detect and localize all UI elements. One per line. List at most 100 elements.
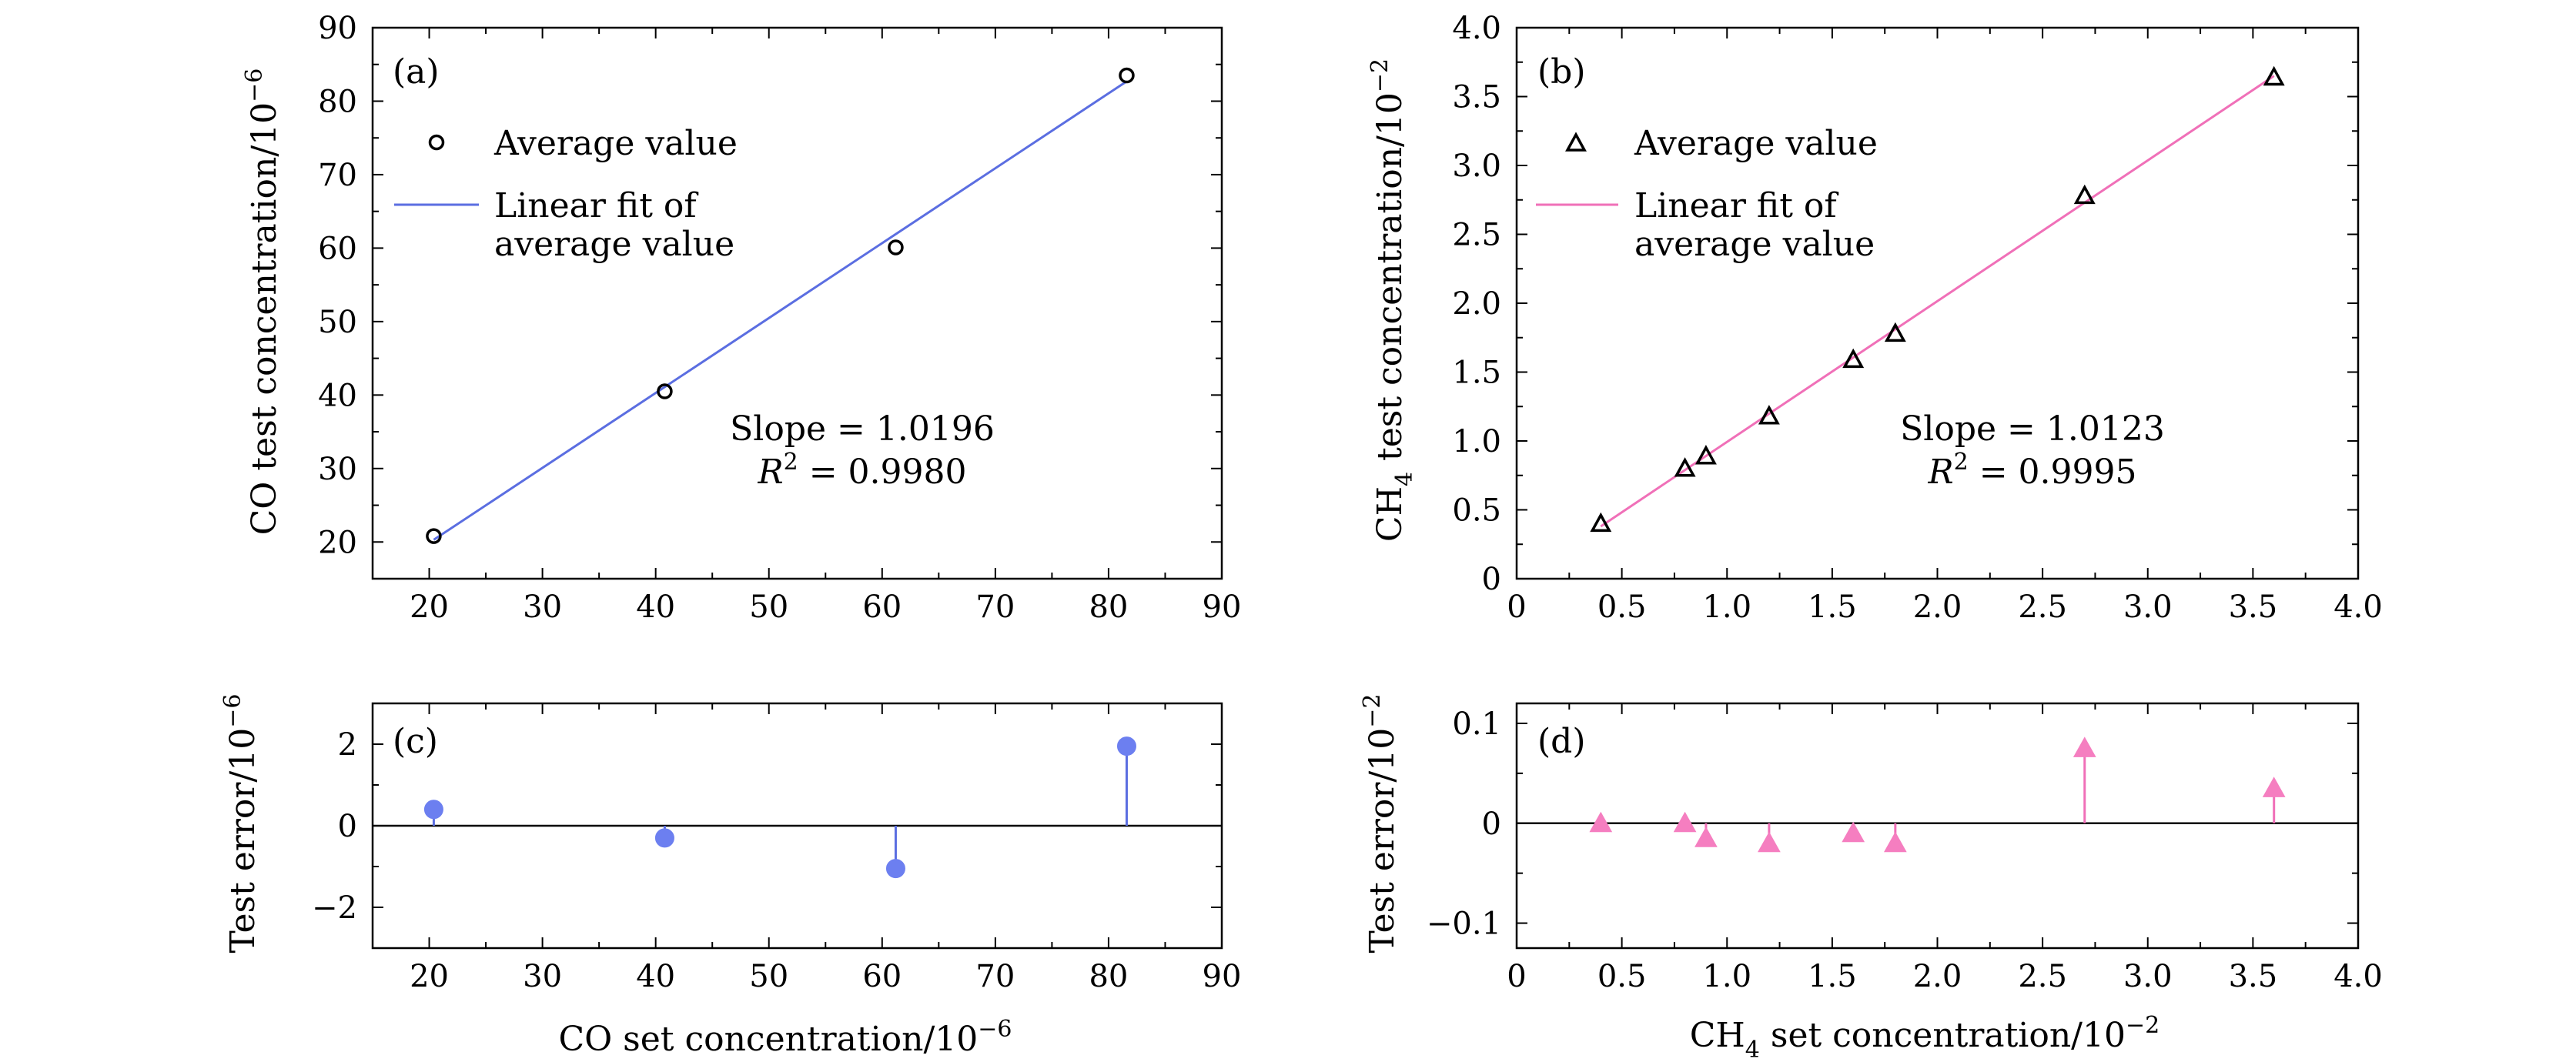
panel-c-co-error: (c) Test error/10−6 CO set concentration… — [219, 694, 1241, 1059]
x-tick-label: 70 — [975, 589, 1015, 625]
x-tick-label: 30 — [523, 959, 562, 994]
stem-marker-circle — [885, 859, 905, 879]
stem-marker-triangle — [1842, 821, 1865, 843]
panel-a-y-axis-title: CO test concentration/10−6 — [241, 68, 284, 536]
data-point-circle — [426, 528, 442, 544]
y-tick-label: 1.5 — [1452, 356, 1501, 391]
x-tick-label: 1.0 — [1702, 959, 1751, 994]
data-point-triangle — [1694, 445, 1717, 465]
x-tick-label: 80 — [1089, 589, 1128, 625]
data-point-triangle — [1674, 457, 1696, 477]
panel-b-y-axis-title: CH4 test concentration/10−2 — [1367, 58, 1418, 542]
x-tick-label: 2.0 — [1913, 959, 1962, 994]
panel-c-x-axis-title: CO set concentration/10−6 — [558, 1016, 1012, 1059]
x-tick-label: 3.0 — [2123, 589, 2173, 625]
panel-c-label: (c) — [393, 722, 438, 761]
panel-a-co-fit: (a) CO test concentration/10−6 Average v… — [241, 11, 1241, 625]
y-tick-label: 50 — [318, 305, 357, 340]
x-tick-label: 1.5 — [1808, 589, 1857, 625]
fit-line — [433, 80, 1128, 541]
x-tick-label: 1.0 — [1702, 589, 1751, 625]
legend-circle-marker — [428, 134, 445, 151]
y-tick-label: 0 — [1482, 562, 1501, 597]
panel-b-ch4-fit: (b) CH4 test concentration/10−2 Average … — [1367, 11, 2383, 625]
y-tick-label: 70 — [318, 158, 357, 193]
y-tick-label: 20 — [318, 525, 357, 560]
y-tick-label: 2.5 — [1452, 218, 1501, 253]
x-tick-label: 60 — [862, 959, 902, 994]
panel-d-x-axis-title: CH4 set concentration/10−2 — [1690, 1012, 2159, 1062]
x-tick-label: 4.0 — [2333, 959, 2383, 994]
x-tick-label: 30 — [523, 589, 562, 625]
y-tick-label: 1.0 — [1452, 424, 1501, 459]
x-tick-label: 2.5 — [2018, 959, 2067, 994]
panel-a-annotation: Slope = 1.0196 R2 = 0.9980 — [730, 409, 995, 492]
data-point-triangle — [1884, 322, 1906, 342]
y-tick-label: 0 — [1482, 807, 1501, 842]
slope-text: Slope = 1.0123 — [1900, 409, 2165, 449]
x-tick-label: 1.5 — [1808, 959, 1857, 994]
x-tick-label: 70 — [975, 959, 1015, 994]
data-point-triangle — [1842, 348, 1865, 369]
y-tick-label: 90 — [318, 11, 357, 46]
panel-b-label: (b) — [1537, 52, 1586, 92]
plot-frame — [371, 26, 1223, 580]
legend-fit-label-line1: Linear fit of — [494, 186, 698, 225]
stem-marker-triangle — [1694, 827, 1718, 847]
panel-d-ch4-error: (d) Test error/10−2 CH4 set concentratio… — [1359, 694, 2383, 1062]
x-tick-label: 50 — [749, 589, 788, 625]
stem-marker-circle — [654, 828, 674, 848]
y-tick-label: −2 — [312, 890, 357, 926]
stem-marker-circle — [1116, 736, 1136, 756]
data-point-triangle — [2263, 65, 2285, 86]
data-point-triangle — [1758, 405, 1780, 425]
legend-fit-label-line2: average value — [1634, 225, 1875, 264]
x-tick-label: 2.0 — [1913, 589, 1962, 625]
y-tick-label: 0 — [338, 809, 357, 844]
r2-text: R2 = 0.9980 — [757, 449, 966, 492]
x-tick-label: 90 — [1203, 589, 1242, 625]
legend-fit-label-line2: average value — [494, 225, 734, 264]
x-tick-label: 50 — [749, 959, 788, 994]
y-tick-label: 40 — [318, 378, 357, 413]
panel-a-label: (a) — [393, 52, 440, 92]
slope-text: Slope = 1.0196 — [730, 409, 995, 449]
y-tick-label: 0.1 — [1452, 706, 1501, 742]
stem-marker-triangle — [2262, 776, 2286, 797]
panel-a-legend: Average value Linear fit of average valu… — [394, 124, 738, 264]
y-tick-label: 3.0 — [1452, 149, 1501, 184]
legend-average-value-label: Average value — [1634, 124, 1878, 163]
fit-line — [1600, 75, 2275, 528]
legend-fit-label-line1: Linear fit of — [1634, 186, 1838, 225]
panel-d-y-axis-title: Test error/10−2 — [1359, 694, 1402, 953]
plot-frame — [1515, 702, 2360, 950]
x-tick-label: 3.5 — [2229, 589, 2278, 625]
stem-marker-triangle — [2073, 736, 2096, 757]
stem-marker-triangle — [1883, 831, 1907, 853]
x-tick-label: 40 — [636, 959, 675, 994]
panel-b-legend: Average value Linear fit of average valu… — [1536, 124, 1878, 264]
y-tick-label: 30 — [318, 452, 357, 487]
data-point-triangle — [2073, 184, 2096, 205]
stem-marker-triangle — [1589, 811, 1613, 833]
y-tick-label: 2 — [338, 727, 357, 763]
y-tick-label: 60 — [318, 231, 357, 266]
x-tick-label: 3.0 — [2123, 959, 2173, 994]
x-tick-label: 2.5 — [2018, 589, 2067, 625]
x-tick-label: 80 — [1089, 959, 1128, 994]
x-tick-label: 4.0 — [2333, 589, 2383, 625]
x-tick-label: 60 — [862, 589, 902, 625]
panel-d-label: (d) — [1537, 722, 1586, 761]
data-point-triangle — [1590, 512, 1612, 533]
x-tick-label: 0 — [1507, 959, 1526, 994]
y-tick-label: 2.0 — [1452, 286, 1501, 322]
y-tick-label: 4.0 — [1452, 11, 1501, 46]
x-tick-label: 90 — [1203, 959, 1242, 994]
r2-text: R2 = 0.9995 — [1927, 449, 2136, 492]
y-tick-label: 0.5 — [1452, 493, 1501, 529]
y-tick-label: 3.5 — [1452, 80, 1501, 115]
legend-average-value-label: Average value — [493, 124, 738, 163]
stem-marker-circle — [423, 800, 443, 820]
x-tick-label: 40 — [636, 589, 675, 625]
